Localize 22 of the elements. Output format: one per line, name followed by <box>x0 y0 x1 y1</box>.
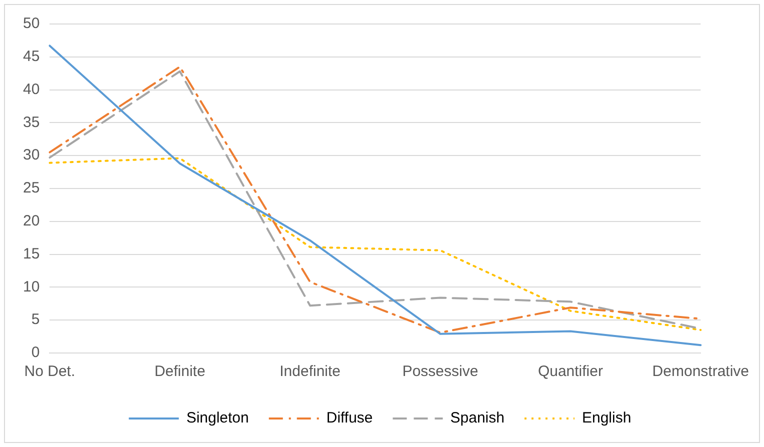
y-tick-label: 15 <box>22 245 40 262</box>
line-series <box>48 157 702 331</box>
x-tick-label: Quantifier <box>538 363 603 380</box>
legend-label: Spanish <box>450 410 504 427</box>
legend-label: Singleton <box>186 410 249 427</box>
legend-label: English <box>582 410 632 427</box>
x-tick-label: Definite <box>154 363 206 380</box>
y-tick-label: 0 <box>31 344 40 362</box>
y-tick-label: 20 <box>22 212 40 230</box>
legend-label: Diffuse <box>326 410 373 427</box>
x-tick-label: Possessive <box>402 363 478 380</box>
y-tick-label: 5 <box>31 311 40 328</box>
y-tick-label: 30 <box>22 146 40 164</box>
y-tick-label: 50 <box>22 15 40 32</box>
y-tick-label: 35 <box>22 114 40 131</box>
x-tick-label: Indefinite <box>280 363 341 380</box>
x-tick-label: Demonstrative <box>652 363 749 380</box>
x-tick-label: No Det. <box>24 363 76 380</box>
y-tick-label: 40 <box>22 80 40 98</box>
y-tick-label: 10 <box>22 278 40 296</box>
y-tick-label: 45 <box>22 48 40 66</box>
y-tick-label: 25 <box>22 180 40 197</box>
